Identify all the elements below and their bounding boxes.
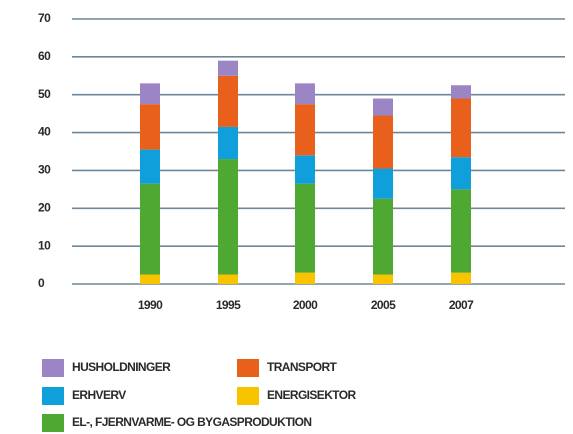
y-tick-label: 10 bbox=[38, 238, 51, 252]
bar-segment bbox=[295, 83, 315, 105]
y-tick-label: 50 bbox=[38, 87, 51, 101]
bar-segment bbox=[140, 149, 160, 184]
bar-segment bbox=[140, 104, 160, 150]
legend-swatch bbox=[42, 387, 64, 405]
y-tick-label: 0 bbox=[38, 276, 45, 290]
legend-label: TRANSPORT bbox=[267, 360, 338, 374]
bar-segment bbox=[218, 159, 238, 275]
x-tick-label: 1990 bbox=[138, 298, 163, 312]
legend-label: ERHVERV bbox=[72, 388, 126, 402]
y-tick-label: 30 bbox=[38, 163, 51, 177]
legend-label: ENERGISEKTOR bbox=[267, 388, 357, 402]
bar-segment bbox=[295, 155, 315, 184]
bar-segment bbox=[451, 157, 471, 190]
bar-segment bbox=[373, 274, 393, 284]
y-tick-label: 60 bbox=[38, 49, 51, 63]
legend-swatch bbox=[42, 359, 64, 377]
legend-label: HUSHOLDNINGER bbox=[72, 360, 171, 374]
bar-segment bbox=[295, 183, 315, 273]
bar-segment bbox=[451, 189, 471, 273]
y-tick-label: 70 bbox=[38, 11, 51, 25]
bar-segment bbox=[451, 85, 471, 99]
bar-segment bbox=[451, 98, 471, 158]
bar-segment bbox=[373, 198, 393, 275]
bar-segment bbox=[373, 168, 393, 199]
legend-swatch bbox=[237, 359, 259, 377]
y-tick-label: 40 bbox=[38, 125, 51, 139]
bar-segment bbox=[218, 126, 238, 160]
legend-swatch bbox=[237, 387, 259, 405]
x-tick-label: 2000 bbox=[293, 298, 318, 312]
bar-segment bbox=[373, 115, 393, 169]
bar-segment bbox=[140, 183, 160, 275]
legend-label: EL-, FJERNVARME- OG BYGASPRODUKTION bbox=[72, 415, 311, 429]
bar-segment bbox=[451, 272, 471, 284]
x-tick-label: 2005 bbox=[371, 298, 396, 312]
x-tick-label: 2007 bbox=[449, 298, 474, 312]
y-tick-label: 20 bbox=[38, 200, 51, 214]
x-tick-label: 1995 bbox=[216, 298, 241, 312]
bar-segment bbox=[218, 75, 238, 127]
bar-segment bbox=[140, 274, 160, 284]
bar-segment bbox=[140, 83, 160, 105]
bar-segment bbox=[218, 274, 238, 284]
legend-swatch bbox=[42, 414, 64, 432]
bar-segment bbox=[295, 272, 315, 284]
bar-segment bbox=[295, 104, 315, 156]
bar-segment bbox=[373, 98, 393, 116]
bar-segment bbox=[218, 60, 238, 76]
